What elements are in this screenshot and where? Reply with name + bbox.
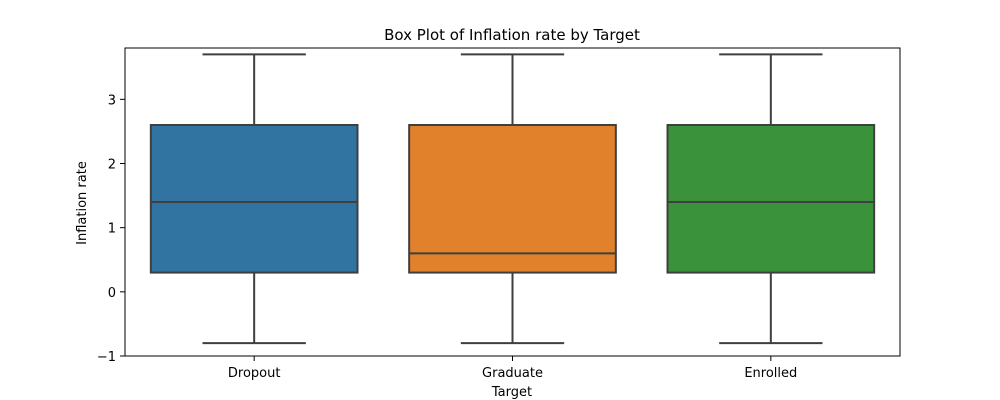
plot-area: −1 0 1 2 3 Dropout Graduate Enrolled (97, 53, 876, 381)
box-group-graduate (408, 53, 617, 345)
x-tick-label: Dropout (228, 366, 281, 381)
y-tick-label: −1 (97, 350, 116, 365)
x-tick-label: Graduate (482, 366, 543, 381)
chart-title: Box Plot of Inflation rate by Target (384, 26, 640, 44)
box-group-dropout (149, 53, 359, 345)
x-axis-label: Target (491, 385, 532, 400)
x-tick-label: Enrolled (744, 366, 797, 381)
box-graduate (408, 124, 617, 274)
y-tick-label: 3 (108, 93, 116, 108)
y-tick-label: 2 (108, 158, 116, 173)
y-tick-label: 1 (108, 222, 116, 237)
box-group-enrolled (666, 53, 876, 345)
plot-frame (124, 47, 901, 357)
y-axis-label: Inflation rate (75, 161, 90, 245)
box-dropout (149, 124, 359, 274)
box-enrolled (666, 124, 876, 274)
y-tick-label: 0 (108, 286, 116, 301)
